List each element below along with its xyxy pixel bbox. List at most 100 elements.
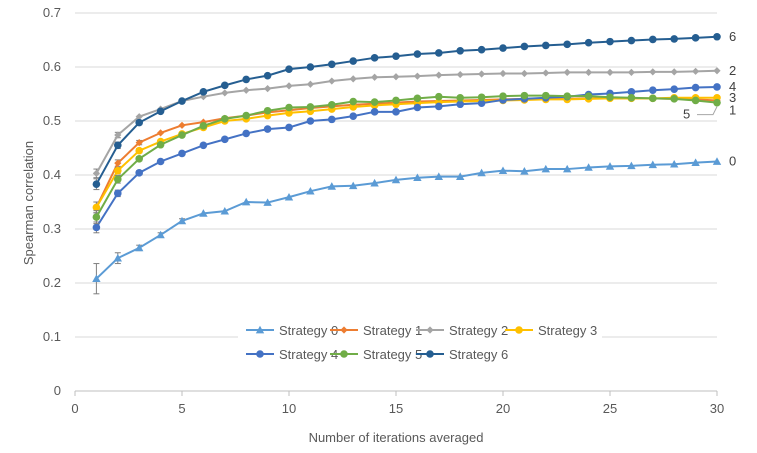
series-line-strategy-1 (95, 97, 718, 208)
data-point-strategy-4 (649, 86, 657, 95)
data-point-strategy-0 (284, 192, 294, 201)
data-point-strategy-0 (327, 182, 336, 190)
data-point-strategy-4 (713, 83, 721, 91)
data-point-strategy-2 (221, 89, 229, 97)
data-point-strategy-5 (520, 91, 529, 100)
legend-label: Strategy 4 (279, 347, 338, 362)
data-point-strategy-4 (328, 115, 336, 124)
data-point-strategy-0 (199, 209, 208, 217)
y-axis-title: Spearman correlation (21, 141, 36, 265)
data-point-strategy-4 (242, 129, 250, 138)
data-point-strategy-6 (520, 42, 529, 51)
data-point-strategy-5 (135, 155, 143, 163)
data-point-strategy-0 (434, 172, 443, 180)
legend-swatch-marker (255, 325, 265, 334)
data-point-strategy-4 (156, 157, 165, 166)
data-point-strategy-2 (92, 169, 100, 177)
end-label-strategy-5: 5 (683, 107, 690, 122)
data-point-strategy-6 (563, 40, 571, 49)
legend-background (238, 316, 602, 369)
end-label-strategy-4: 4 (729, 79, 736, 94)
y-tick-label: 0.2 (43, 275, 61, 290)
data-point-strategy-6 (199, 88, 208, 96)
data-point-strategy-4 (263, 125, 272, 133)
data-point-strategy-5 (691, 96, 700, 105)
data-point-strategy-5 (456, 93, 465, 102)
data-point-strategy-2 (478, 70, 486, 78)
legend-item-strategy-5: Strategy 5 (330, 347, 422, 362)
legend-item-strategy-2: Strategy 2 (416, 323, 508, 338)
end-label-strategy-3: 3 (729, 90, 736, 105)
data-point-strategy-2 (499, 69, 507, 78)
data-point-strategy-5 (627, 93, 636, 102)
data-point-strategy-5 (285, 103, 293, 112)
legend-swatch-marker (426, 350, 434, 358)
data-point-strategy-5 (370, 98, 379, 106)
end-label-leader (697, 106, 718, 116)
data-point-strategy-5 (199, 122, 208, 130)
legend-label: Strategy 1 (363, 323, 422, 338)
data-point-strategy-2 (242, 86, 250, 94)
data-point-strategy-0 (242, 197, 251, 206)
data-point-strategy-4 (199, 141, 208, 150)
x-tick-label: 30 (710, 401, 724, 416)
legend-item-strategy-1: Strategy 1 (330, 323, 422, 338)
x-tick-label: 20 (496, 401, 510, 416)
data-point-strategy-2 (328, 77, 336, 85)
data-point-strategy-0 (712, 157, 722, 165)
legend-item-strategy-6: Strategy 6 (416, 347, 508, 362)
data-point-strategy-2 (371, 73, 379, 81)
data-point-strategy-0 (306, 187, 315, 195)
data-point-strategy-3 (285, 109, 293, 117)
data-point-strategy-4 (456, 100, 465, 109)
data-point-strategy-6 (413, 50, 422, 58)
data-point-strategy-2 (520, 69, 528, 78)
data-point-strategy-6 (114, 141, 122, 150)
data-point-strategy-2 (349, 75, 357, 83)
data-point-strategy-5 (542, 91, 550, 100)
legend: Strategy 0 Strategy 1 Strategy 2 Strategy 3… (238, 316, 602, 369)
data-point-strategy-0 (413, 173, 422, 182)
data-point-strategy-2 (114, 131, 122, 139)
legend-label: Strategy 5 (363, 347, 422, 362)
data-point-strategy-4 (114, 189, 122, 198)
data-point-strategy-2 (713, 67, 721, 75)
data-point-strategy-2 (585, 68, 593, 76)
y-tick-label: 0.7 (43, 5, 61, 20)
legend-label: Strategy 3 (538, 323, 597, 338)
data-point-strategy-5 (392, 96, 400, 105)
data-point-strategy-6 (178, 97, 186, 105)
data-point-strategy-6 (670, 35, 678, 43)
series-line-strategy-0 (95, 160, 718, 280)
data-point-strategy-2 (392, 73, 400, 81)
data-point-strategy-0 (648, 160, 657, 169)
legend-item-strategy-4: Strategy 4 (246, 347, 338, 362)
x-tick-label: 5 (178, 401, 185, 416)
data-point-strategy-5 (477, 93, 486, 102)
data-point-strategy-5 (413, 94, 422, 103)
data-point-strategy-6 (156, 107, 165, 116)
data-point-strategy-6 (456, 47, 465, 55)
data-point-strategy-0 (220, 206, 229, 215)
data-point-strategy-1 (114, 159, 122, 167)
series-line-strategy-4 (95, 85, 718, 228)
data-point-strategy-0 (156, 230, 165, 239)
data-point-strategy-5 (563, 92, 571, 100)
data-point-strategy-4 (392, 108, 400, 116)
axes: 0 0.1 0.2 0.3 0.4 0.5 0.6 0.7 0 5 10 15 20 25 30 (43, 5, 724, 416)
end-label-strategy-1: 1 (729, 102, 736, 117)
data-point-strategy-4 (349, 112, 358, 120)
data-point-strategy-0 (498, 166, 508, 175)
data-point-strategy-2 (456, 70, 464, 79)
data-point-strategy-0 (477, 168, 486, 177)
data-point-strategy-2 (135, 113, 143, 121)
y-tick-label: 0.4 (43, 167, 61, 182)
data-point-strategy-4 (135, 169, 143, 177)
data-point-strategy-0 (563, 164, 572, 173)
x-axis-title: Number of iterations averaged (309, 430, 484, 445)
data-point-strategy-6 (627, 36, 636, 45)
data-point-strategy-6 (263, 71, 272, 80)
data-point-strategy-0 (605, 162, 615, 170)
data-point-strategy-2 (649, 68, 657, 76)
